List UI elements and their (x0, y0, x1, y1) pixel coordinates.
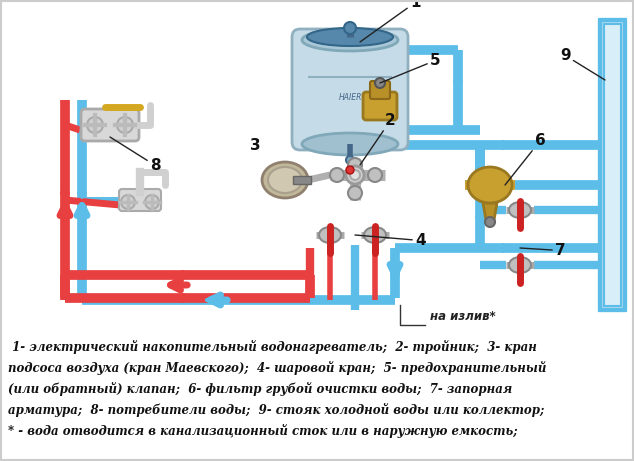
Circle shape (348, 186, 362, 200)
Ellipse shape (268, 167, 302, 193)
Circle shape (346, 156, 354, 164)
Circle shape (348, 158, 362, 172)
Text: 1- электрический накопительный водонагреватель;  2- тройник;  3- кран: 1- электрический накопительный водонагре… (8, 340, 537, 354)
FancyBboxPatch shape (370, 81, 390, 99)
Circle shape (344, 22, 356, 34)
Text: подсоса воздуха (кран Маевского);  4- шаровой кран;  5- предохранительный: подсоса воздуха (кран Маевского); 4- шар… (8, 361, 547, 375)
Text: 9: 9 (560, 48, 605, 80)
Circle shape (368, 168, 382, 182)
Circle shape (145, 195, 159, 209)
Ellipse shape (468, 167, 512, 203)
Text: 1: 1 (360, 0, 420, 42)
Ellipse shape (302, 133, 398, 155)
Text: 4: 4 (355, 233, 425, 248)
Circle shape (346, 166, 354, 174)
Text: 2: 2 (360, 113, 396, 165)
Text: 6: 6 (505, 133, 546, 185)
Ellipse shape (302, 29, 398, 51)
FancyBboxPatch shape (363, 92, 397, 120)
Text: арматура;  8- потребители воды;  9- стояк холодной воды или коллектор;: арматура; 8- потребители воды; 9- стояк … (8, 403, 545, 417)
Text: 3: 3 (250, 138, 261, 153)
Ellipse shape (364, 227, 386, 243)
Ellipse shape (509, 257, 531, 273)
Circle shape (350, 170, 360, 180)
Bar (600, 20, 625, 310)
Circle shape (87, 117, 103, 133)
Ellipse shape (509, 202, 531, 218)
Text: HAIER: HAIER (339, 93, 361, 101)
Text: 5: 5 (380, 53, 441, 83)
FancyBboxPatch shape (292, 29, 408, 150)
Bar (604, 24, 621, 306)
Ellipse shape (262, 162, 308, 198)
FancyBboxPatch shape (119, 189, 161, 211)
Circle shape (121, 195, 135, 209)
Ellipse shape (319, 227, 341, 243)
Text: * - вода отводится в канализационный сток или в наружную емкость;: * - вода отводится в канализационный сто… (8, 424, 517, 438)
FancyBboxPatch shape (81, 109, 139, 141)
Text: на излив*: на излив* (430, 310, 496, 323)
Polygon shape (483, 203, 497, 220)
Text: 8: 8 (110, 137, 160, 173)
Text: (или обратный) клапан;  6- фильтр грубой очистки воды;  7- запорная: (или обратный) клапан; 6- фильтр грубой … (8, 382, 512, 396)
Circle shape (330, 168, 344, 182)
Circle shape (117, 117, 133, 133)
Circle shape (485, 217, 495, 227)
Circle shape (375, 78, 385, 88)
Text: 7: 7 (520, 243, 566, 258)
Bar (293, 176, 311, 184)
Ellipse shape (307, 28, 393, 46)
Circle shape (346, 166, 364, 184)
